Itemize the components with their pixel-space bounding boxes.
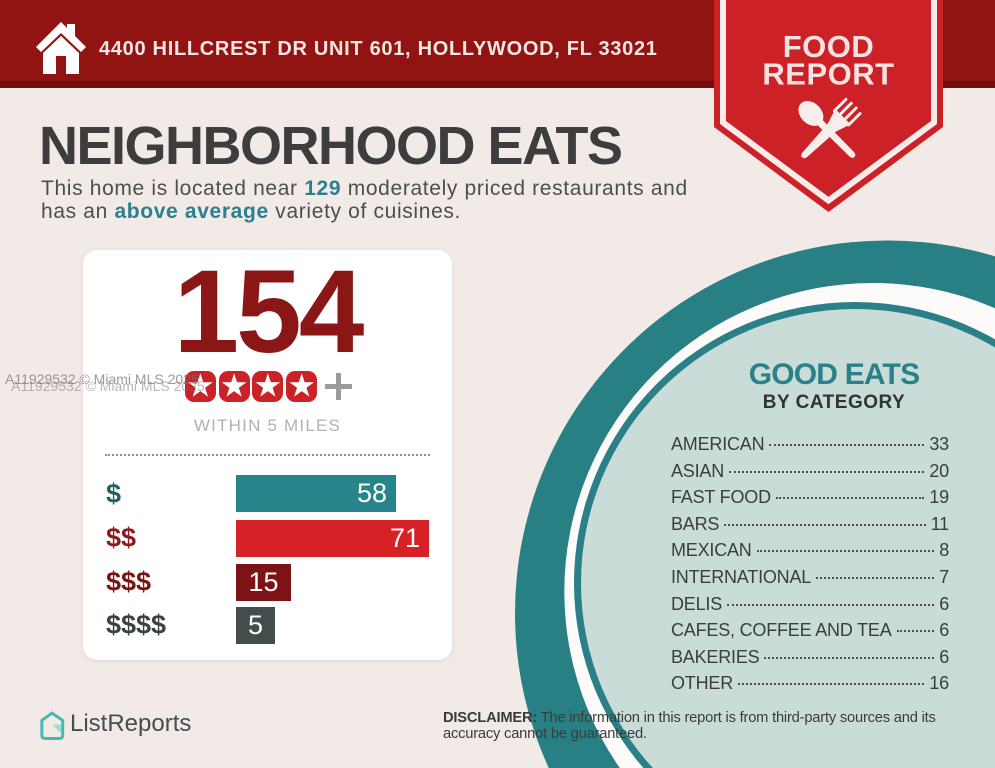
svg-text:FOOD: FOOD (783, 29, 875, 64)
svg-text:REPORT: REPORT (762, 57, 894, 92)
